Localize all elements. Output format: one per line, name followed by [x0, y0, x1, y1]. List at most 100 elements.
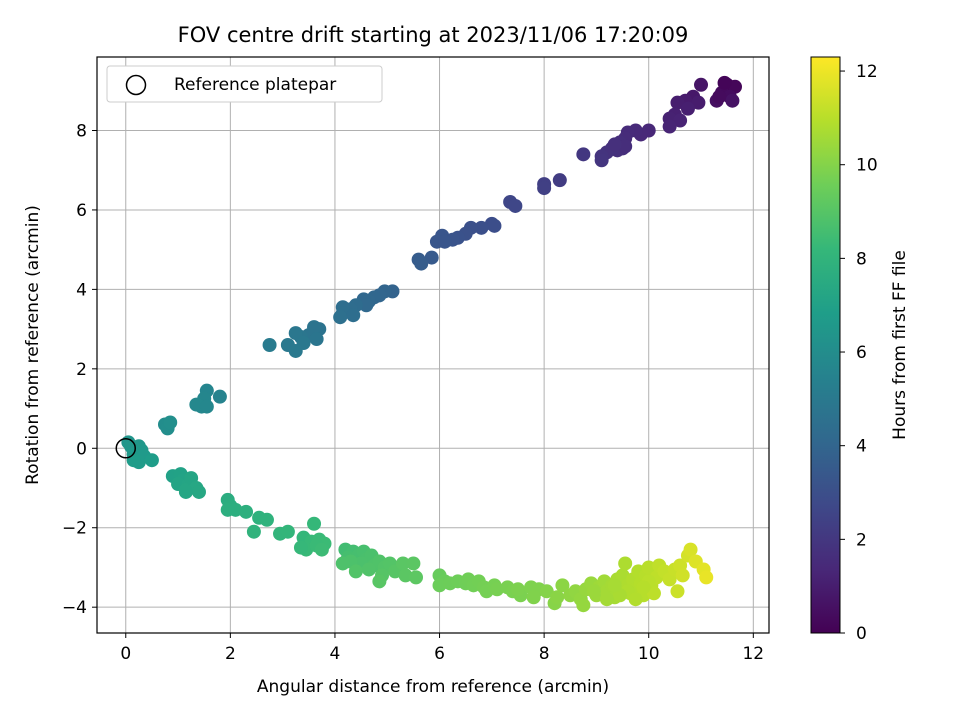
legend-entry-reference: Reference platepar — [174, 75, 336, 95]
reference-marker-layer — [115, 438, 137, 459]
x-tick-label: 8 — [539, 644, 550, 664]
data-point — [191, 484, 206, 499]
y-tick-label: 8 — [76, 121, 87, 141]
x-tick-label: 0 — [120, 644, 131, 664]
data-point — [628, 592, 643, 607]
data-point — [680, 101, 695, 116]
data-point — [717, 75, 732, 90]
data-point — [414, 256, 429, 271]
y-tick-label: −2 — [62, 519, 87, 539]
colorbar-tick-label: 8 — [856, 249, 867, 269]
y-tick-label: 4 — [76, 280, 87, 300]
plot-frame — [96, 56, 770, 634]
data-point — [510, 582, 525, 597]
x-tick-label: 6 — [434, 644, 445, 664]
data-point — [246, 524, 261, 539]
y-tick-label: 0 — [76, 439, 87, 459]
data-point — [699, 570, 714, 585]
data-point — [539, 584, 554, 599]
data-point — [490, 582, 505, 597]
data-point — [333, 310, 348, 325]
data-point — [618, 139, 633, 154]
data-point — [670, 95, 685, 110]
x-axis-label: Angular distance from reference (arcmin) — [257, 677, 609, 697]
data-point — [346, 308, 361, 323]
data-point — [126, 453, 141, 468]
colorbar-tick-label: 4 — [856, 437, 867, 457]
data-point — [576, 147, 591, 162]
data-point — [212, 389, 227, 404]
data-point — [691, 95, 706, 110]
data-point — [293, 540, 308, 555]
colorbar-ticks: 0 2 4 6 8 10 12 — [840, 62, 878, 644]
legend: Reference platepar — [106, 65, 383, 103]
data-point — [361, 562, 376, 577]
grid — [97, 57, 769, 633]
y-axis-ticks: −4 −2 0 2 4 6 8 — [62, 121, 97, 618]
data-point — [359, 298, 374, 313]
data-point — [314, 542, 329, 557]
data-point — [537, 181, 552, 196]
data-point — [437, 234, 452, 249]
data-point — [607, 137, 622, 152]
data-points — [121, 75, 743, 613]
data-point — [398, 568, 413, 583]
chart-title: FOV centre drift starting at 2023/11/06 … — [178, 23, 689, 47]
legend-reference-marker — [125, 74, 147, 96]
data-point — [646, 586, 661, 601]
data-point — [725, 93, 740, 108]
data-point — [594, 153, 609, 168]
data-point — [607, 578, 622, 593]
data-point — [552, 173, 567, 188]
data-point — [228, 502, 243, 517]
data-point — [526, 590, 541, 605]
data-point — [288, 326, 303, 341]
data-point — [262, 338, 277, 352]
colorbar-tick-label: 10 — [856, 156, 878, 176]
x-axis-ticks: 0 2 4 6 8 10 12 — [120, 633, 764, 664]
data-point — [432, 578, 447, 593]
y-tick-label: 2 — [76, 360, 87, 380]
data-point — [348, 564, 363, 579]
x-tick-label: 12 — [742, 644, 764, 664]
data-point — [641, 560, 656, 575]
data-point — [307, 516, 322, 531]
data-point — [576, 598, 591, 613]
x-tick-label: 4 — [330, 644, 341, 664]
y-tick-label: 6 — [76, 201, 87, 221]
data-point — [673, 113, 688, 128]
data-point — [309, 332, 324, 347]
colorbar-tick-label: 2 — [856, 530, 867, 550]
legend-box — [106, 65, 383, 103]
data-point — [662, 119, 677, 134]
data-point — [474, 220, 489, 235]
y-tick-label: −4 — [62, 598, 87, 618]
data-point — [487, 218, 502, 233]
data-point — [555, 578, 570, 593]
colorbar — [810, 56, 841, 634]
data-point — [675, 568, 690, 583]
x-tick-label: 2 — [225, 644, 236, 664]
data-point — [424, 250, 439, 265]
data-point — [550, 590, 565, 605]
data-point — [395, 556, 410, 571]
data-point — [335, 556, 350, 571]
data-point — [288, 343, 303, 358]
data-point — [239, 504, 254, 519]
colorbar-tick-label: 0 — [856, 624, 867, 644]
data-point — [508, 198, 523, 213]
data-point — [670, 584, 685, 599]
data-point — [683, 542, 698, 557]
data-point — [189, 397, 204, 412]
data-point — [618, 556, 633, 571]
colorbar-tick-label: 12 — [856, 62, 878, 82]
colorbar-tick-label: 6 — [856, 343, 867, 363]
data-point — [694, 77, 709, 92]
colorbar-label: Hours from first FF file — [890, 250, 910, 440]
data-point — [409, 570, 424, 585]
data-point — [636, 580, 651, 595]
data-point — [599, 592, 614, 607]
data-point — [280, 524, 295, 539]
data-point — [712, 89, 727, 104]
